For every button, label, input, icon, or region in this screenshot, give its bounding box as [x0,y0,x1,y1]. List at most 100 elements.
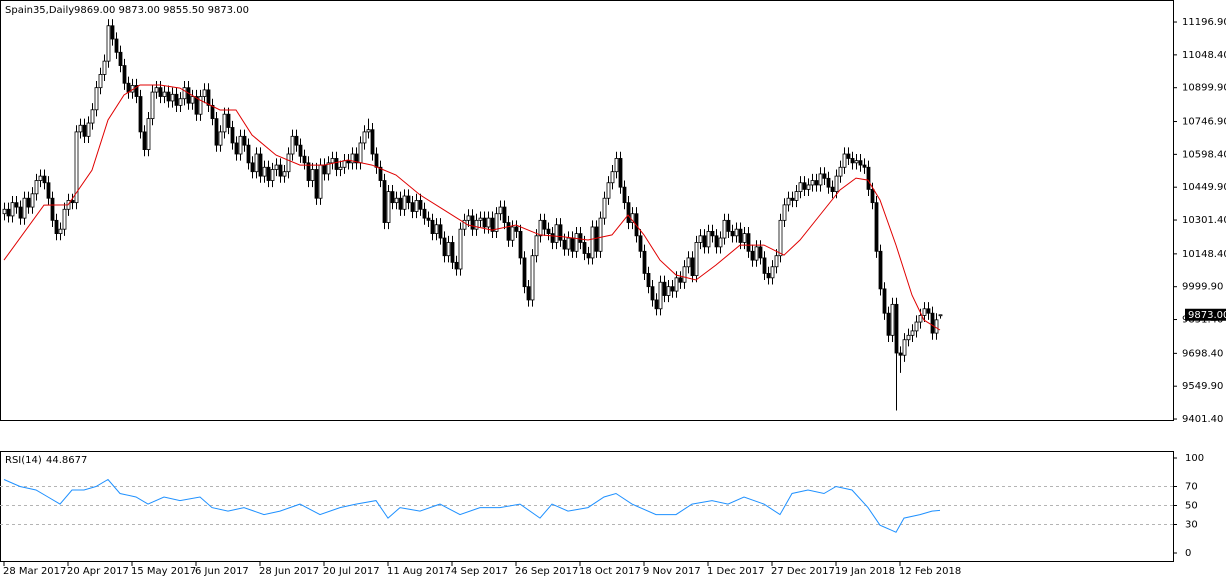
y-tick-label: 10301.40 [1182,215,1226,226]
candle-body [822,173,827,179]
candle-body [858,160,863,166]
candle-body [814,180,819,186]
candle-body [502,206,507,223]
candle-body [70,200,75,204]
candle-body [418,200,423,210]
candle-body [610,171,615,184]
candle-body [302,155,307,164]
y-tick-label: 11048.40 [1182,50,1226,61]
candle-body [498,206,503,215]
candle-body [194,96,199,115]
x-tick-label: 4 Sep 2017 [451,566,508,577]
candle-body [890,303,895,336]
candle-body [274,164,279,170]
y-tick-label: 100 [1185,453,1204,464]
candle-body [42,175,47,184]
ohlc-readout: 9869.00 9873.00 9855.50 9873.00 [74,5,249,16]
candle-body [566,237,571,250]
candle-body [698,235,703,243]
y-tick-label: 9698.40 [1182,348,1223,359]
x-tick-label: 6 Jun 2017 [195,566,249,577]
candle-body [382,180,387,223]
candle-body [238,135,243,155]
candle-body [318,164,323,199]
candle-body [898,352,903,356]
candle-body [278,164,283,177]
candle-body [334,158,339,170]
candle-body [798,182,803,192]
candle-body [914,321,919,332]
candle-body [38,175,43,181]
candle-body [662,281,667,296]
candle-body [138,96,143,133]
candle-body [522,257,527,288]
candle-body [134,85,139,97]
candle-body [690,257,695,277]
candle-body [262,166,267,177]
candle-body [838,166,843,177]
candle-body [330,158,335,164]
rsi-panel [0,451,1174,562]
candle-body [702,235,707,248]
candle-body [354,153,359,164]
candle-body [686,257,691,268]
candle-body [774,255,779,268]
candle-body [386,191,391,223]
rsi-value: 44.8677 [46,455,87,466]
candle-body [726,219,731,232]
candle-body [910,330,915,336]
x-tick-label: 28 Mar 2017 [3,566,66,577]
candle-body [202,89,207,97]
candle-body [718,237,723,248]
candle-body [806,184,811,190]
y-tick-label: 9999.90 [1182,282,1223,293]
candle-body [410,202,415,212]
candle-body [642,250,647,274]
candle-body [94,87,99,111]
candle-body [886,312,891,336]
candle-body [366,129,371,133]
candle-body [246,144,251,164]
candle-body [122,65,127,84]
candle-body [58,228,63,235]
candle-body [422,208,427,219]
candle-body [414,200,419,212]
last-price-label: 9873.00 [1188,310,1226,321]
candle-body [582,242,587,254]
x-tick-label: 11 Aug 2017 [387,566,451,577]
candle-body [826,177,831,188]
candle-body [34,180,39,195]
candle-body [794,191,799,201]
candle-body [782,204,787,221]
candle-body [750,250,755,261]
candle-body [570,237,575,252]
x-tick-label: 27 Dec 2017 [771,566,835,577]
y-tick-label: 10449.90 [1182,182,1226,193]
candle-body [438,224,443,239]
candle-body [934,319,939,334]
candle-body [846,153,851,159]
candle-body [294,135,299,146]
candle-body [706,230,711,248]
candle-body [470,215,475,230]
candle-body [46,182,51,199]
candle-body [534,235,539,257]
candle-body [474,219,479,230]
candle-body [810,180,815,186]
candle-body [586,253,591,259]
candle-body [658,281,663,310]
candle-body [286,153,291,173]
candle-body [654,299,659,310]
candle-body [882,288,887,314]
candle-body [830,186,835,192]
y-tick-label: 70 [1185,482,1198,493]
candle-body [546,228,551,235]
candle-body [178,98,183,106]
candle-body [778,219,783,257]
candle-body [358,142,363,164]
candle-body [734,228,739,237]
candle-body [906,334,911,341]
candle-body [730,230,735,237]
candle-body [22,197,27,219]
candle-body [458,228,463,270]
